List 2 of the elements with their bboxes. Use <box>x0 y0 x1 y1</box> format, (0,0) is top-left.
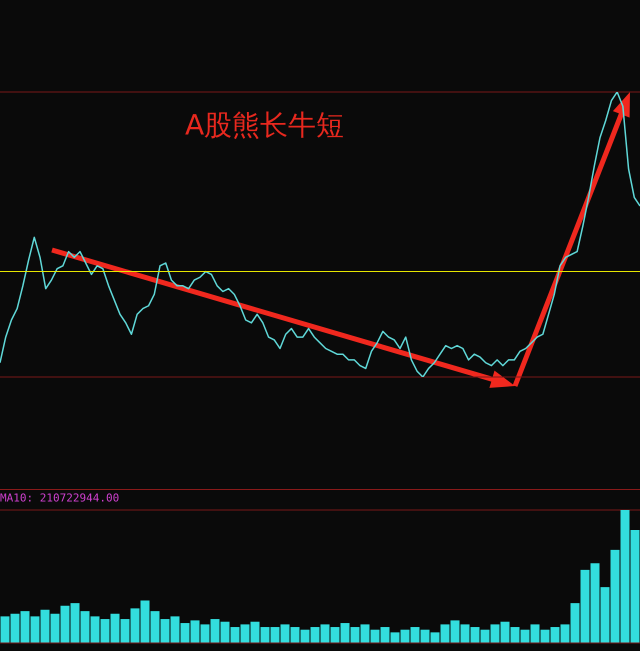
text: A股熊长牛短 <box>185 108 344 142</box>
text: MA10: 210722944.00 <box>0 491 120 504</box>
